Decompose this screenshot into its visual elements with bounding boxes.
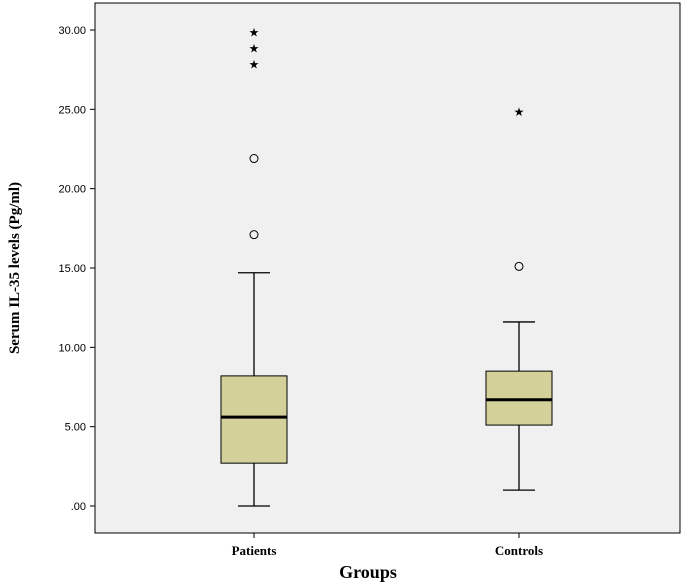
y-tick-label: 25.00 xyxy=(58,104,86,116)
y-axis-title: Serum IL-35 levels (Pg/ml) xyxy=(7,182,23,354)
x-tick-label: Patients xyxy=(232,543,277,558)
boxes-layer: ★★★★ xyxy=(220,26,553,507)
extreme-point: ★ xyxy=(514,105,525,119)
y-tick-label: 15.00 xyxy=(58,263,86,275)
y-tick-label: 10.00 xyxy=(58,342,86,354)
y-tick-label: 20.00 xyxy=(58,184,86,196)
extreme-point: ★ xyxy=(249,57,260,71)
box-controls: ★ xyxy=(485,105,553,491)
box-patients: ★★★ xyxy=(220,26,288,507)
x-axis: Patients Controls xyxy=(232,533,543,558)
outlier-point xyxy=(514,261,524,271)
plot-area xyxy=(94,2,681,534)
y-axis: .00 5.00 10.00 15.00 20.00 25.00 30.00 xyxy=(58,25,95,513)
y-tick-label: 30.00 xyxy=(58,25,86,37)
outlier-point xyxy=(249,154,259,164)
y-tick-label: 5.00 xyxy=(65,422,86,434)
x-tick-label: Controls xyxy=(495,543,543,558)
extreme-point: ★ xyxy=(249,26,260,40)
y-tick-label: .00 xyxy=(71,501,86,513)
iqr-box xyxy=(220,375,288,464)
iqr-box xyxy=(485,370,553,426)
extreme-point: ★ xyxy=(249,41,260,55)
x-axis-title: Groups xyxy=(339,562,397,582)
outlier-point xyxy=(249,230,259,240)
